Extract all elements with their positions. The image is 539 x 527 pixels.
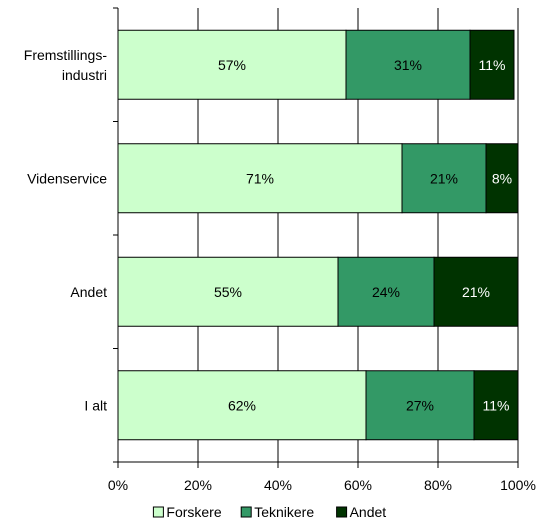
data-label: 11% [483,397,510,413]
bar-segment [485,143,519,214]
data-label: 71% [246,170,274,186]
bar-segment [117,143,403,214]
category-label: Videnservice [27,170,107,186]
category-label: Fremstillings-industri [24,47,108,83]
bar-segment [117,370,367,441]
x-tick-label: 100% [500,477,536,493]
axes: Fremstillings-industri Videnservice Andet I… [24,7,536,493]
legend-label: Forskere [166,504,221,520]
legend-swatch [240,506,252,518]
legend-swatch [152,506,164,518]
data-label: 8% [492,170,512,186]
bar-segment [473,370,519,441]
data-labels: 57% 31% 11% 71% 21% 8% 55% 24% 21% 62% 27% 11% [214,57,512,414]
x-tick-label: 40% [264,477,292,493]
bar-segment [345,29,471,100]
category-label: Andet [70,284,107,300]
bar-segment [365,370,475,441]
category-label: I alt [84,397,107,413]
data-label: 27% [406,397,434,413]
data-label: 24% [372,284,400,300]
bars [117,29,519,441]
legend-label: Andet [350,504,387,520]
data-label: 62% [228,397,256,413]
x-tick-label: 60% [344,477,372,493]
data-label: 55% [214,284,242,300]
bar-segment [117,29,347,100]
data-label: 21% [462,284,490,300]
data-label: 21% [430,170,458,186]
data-label: 11% [479,57,506,73]
legend: Forskere Teknikere Andet [152,504,387,520]
x-tick-label: 20% [184,477,212,493]
data-label: 57% [218,57,246,73]
legend-swatch [336,506,348,518]
bar-segment [433,256,519,327]
data-label: 31% [394,57,422,73]
x-tick-label: 80% [424,477,452,493]
bar-segment [469,29,515,100]
bar-segment [401,143,487,214]
bar-segment [117,256,339,327]
x-tick-label: 0% [108,477,128,493]
legend-label: Teknikere [254,504,314,520]
